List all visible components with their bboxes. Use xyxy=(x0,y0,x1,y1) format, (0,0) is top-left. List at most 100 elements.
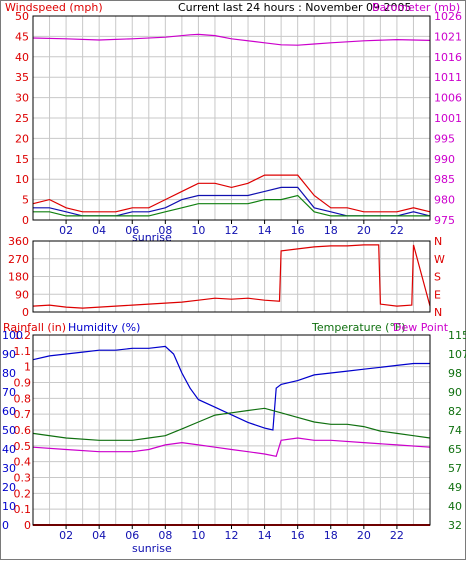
series-line-wind_green xyxy=(33,194,430,217)
series-line-direction xyxy=(32,244,431,309)
x-tick-label: 02 xyxy=(59,224,73,237)
sunrise-label-bottom: sunrise xyxy=(132,542,172,555)
y-tick-label-direction: 270 xyxy=(8,253,29,266)
y-tick-label-temperature: 49 xyxy=(448,481,462,494)
y-tick-label-windspeed: 0 xyxy=(22,214,29,227)
y-tick-label-windspeed: 10 xyxy=(15,173,29,186)
y-tick-label-humidity: 80 xyxy=(2,367,16,380)
y-tick-label-temperature: 90 xyxy=(448,386,462,399)
y-tick-label-humidity: 100 xyxy=(2,329,23,342)
y-tick-label-barometer: 1026 xyxy=(434,10,462,23)
y-tick-label-temperature: 98 xyxy=(448,367,462,380)
x-tick-label: 20 xyxy=(357,529,371,542)
compass-label: E xyxy=(434,288,441,301)
y-tick-label-humidity: 30 xyxy=(2,462,16,475)
y-tick-label-barometer: 985 xyxy=(434,173,455,186)
x-tick-label: 12 xyxy=(225,529,239,542)
dewpoint-axis-label: Dew Point xyxy=(393,321,449,334)
series-line-barometer xyxy=(32,33,431,46)
y-tick-label-barometer: 1021 xyxy=(434,30,462,43)
y-tick-label-humidity: 50 xyxy=(2,424,16,437)
y-tick-label-rainfall: 1.1 xyxy=(14,345,32,358)
x-tick-label: 20 xyxy=(357,224,371,237)
y-tick-label-windspeed: 15 xyxy=(15,153,29,166)
y-tick-label-windspeed: 30 xyxy=(15,92,29,105)
x-tick-label: 16 xyxy=(291,529,305,542)
panel-frame-2 xyxy=(32,240,431,313)
compass-label: W xyxy=(434,253,445,266)
y-tick-label-windspeed: 35 xyxy=(15,71,29,84)
y-tick-label-humidity: 20 xyxy=(2,481,16,494)
temperature-axis-label: Temperature (°F) xyxy=(311,321,406,334)
y-tick-label-barometer: 990 xyxy=(434,153,455,166)
y-tick-label-windspeed: 5 xyxy=(22,194,29,207)
compass-label: S xyxy=(434,271,441,284)
y-tick-label-rainfall: 0.9 xyxy=(14,377,32,390)
y-tick-label-temperature: 82 xyxy=(448,405,462,418)
y-tick-label-temperature: 32 xyxy=(448,519,462,532)
y-tick-label-rainfall: 0.4 xyxy=(14,456,32,469)
x-tick-label: 22 xyxy=(390,529,404,542)
grid-layer xyxy=(33,16,430,525)
y-tick-label-barometer: 995 xyxy=(434,132,455,145)
chart-title: Current last 24 hours : November 09 2005 xyxy=(178,1,411,14)
x-tick-label: 16 xyxy=(291,224,305,237)
y-tick-label-direction: 360 xyxy=(8,235,29,248)
y-tick-label-temperature: 107 xyxy=(448,348,466,361)
x-tick-label: 10 xyxy=(191,529,205,542)
y-tick-label-direction: 180 xyxy=(8,271,29,284)
y-tick-label-barometer: 975 xyxy=(434,214,455,227)
compass-label: N xyxy=(434,235,442,248)
x-tick-label: 02 xyxy=(59,529,73,542)
y-tick-label-humidity: 90 xyxy=(2,348,16,361)
y-tick-label-temperature: 65 xyxy=(448,443,462,456)
y-tick-label-humidity: 40 xyxy=(2,443,16,456)
y-tick-label-temperature: 57 xyxy=(448,462,462,475)
tick-label-layer: 0510152025303540455097598098599099510011… xyxy=(2,10,466,542)
y-tick-label-rainfall: 0 xyxy=(24,519,31,532)
humidity-axis-label: Humidity (%) xyxy=(68,321,140,334)
y-tick-label-humidity: 10 xyxy=(2,500,16,513)
x-tick-label: 12 xyxy=(225,224,239,237)
y-tick-label-rainfall: 0.6 xyxy=(14,424,32,437)
compass-label: N xyxy=(434,306,442,319)
y-tick-label-temperature: 115 xyxy=(448,329,466,342)
y-tick-label-barometer: 1001 xyxy=(434,112,462,125)
x-tick-label: 18 xyxy=(324,529,338,542)
y-tick-label-rainfall: 0.8 xyxy=(14,392,32,405)
rainfall-axis-label: Rainfall (in) xyxy=(3,321,66,334)
y-tick-label-humidity: 60 xyxy=(2,405,16,418)
series-line-dewpoint xyxy=(32,437,431,457)
y-tick-label-rainfall: 0.1 xyxy=(14,503,32,516)
series-line-humidity xyxy=(32,345,430,431)
x-tick-label: 06 xyxy=(125,529,139,542)
y-tick-label-temperature: 74 xyxy=(448,424,462,437)
y-tick-label-direction: 90 xyxy=(15,288,29,301)
y-tick-label-rainfall: 1 xyxy=(24,361,31,374)
x-tick-label: 08 xyxy=(158,529,172,542)
x-tick-label: 04 xyxy=(92,529,106,542)
windspeed-axis-label: Windspeed (mph) xyxy=(5,1,103,14)
x-tick-label: 14 xyxy=(258,224,272,237)
y-tick-label-windspeed: 25 xyxy=(15,112,29,125)
y-tick-label-barometer: 1011 xyxy=(434,71,462,84)
y-tick-label-barometer: 980 xyxy=(434,194,455,207)
y-tick-label-humidity: 0 xyxy=(2,519,9,532)
y-tick-label-direction: 0 xyxy=(22,306,29,319)
x-tick-label: 06 xyxy=(125,224,139,237)
y-tick-label-windspeed: 40 xyxy=(15,51,29,64)
y-tick-label-barometer: 1006 xyxy=(434,92,462,105)
y-tick-label-rainfall: 0.5 xyxy=(14,440,32,453)
x-tick-label: 18 xyxy=(324,224,338,237)
y-tick-label-rainfall: 0.2 xyxy=(14,487,32,500)
y-tick-label-temperature: 40 xyxy=(448,500,462,513)
series-line-temperature xyxy=(32,407,431,441)
x-tick-label: 04 xyxy=(92,224,106,237)
x-tick-label: 14 xyxy=(258,529,272,542)
x-tick-label: 22 xyxy=(390,224,404,237)
y-tick-label-barometer: 1016 xyxy=(434,51,462,64)
